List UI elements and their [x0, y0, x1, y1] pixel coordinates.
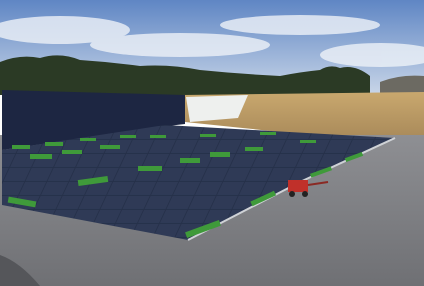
- photo: [0, 0, 424, 286]
- page: [0, 0, 424, 286]
